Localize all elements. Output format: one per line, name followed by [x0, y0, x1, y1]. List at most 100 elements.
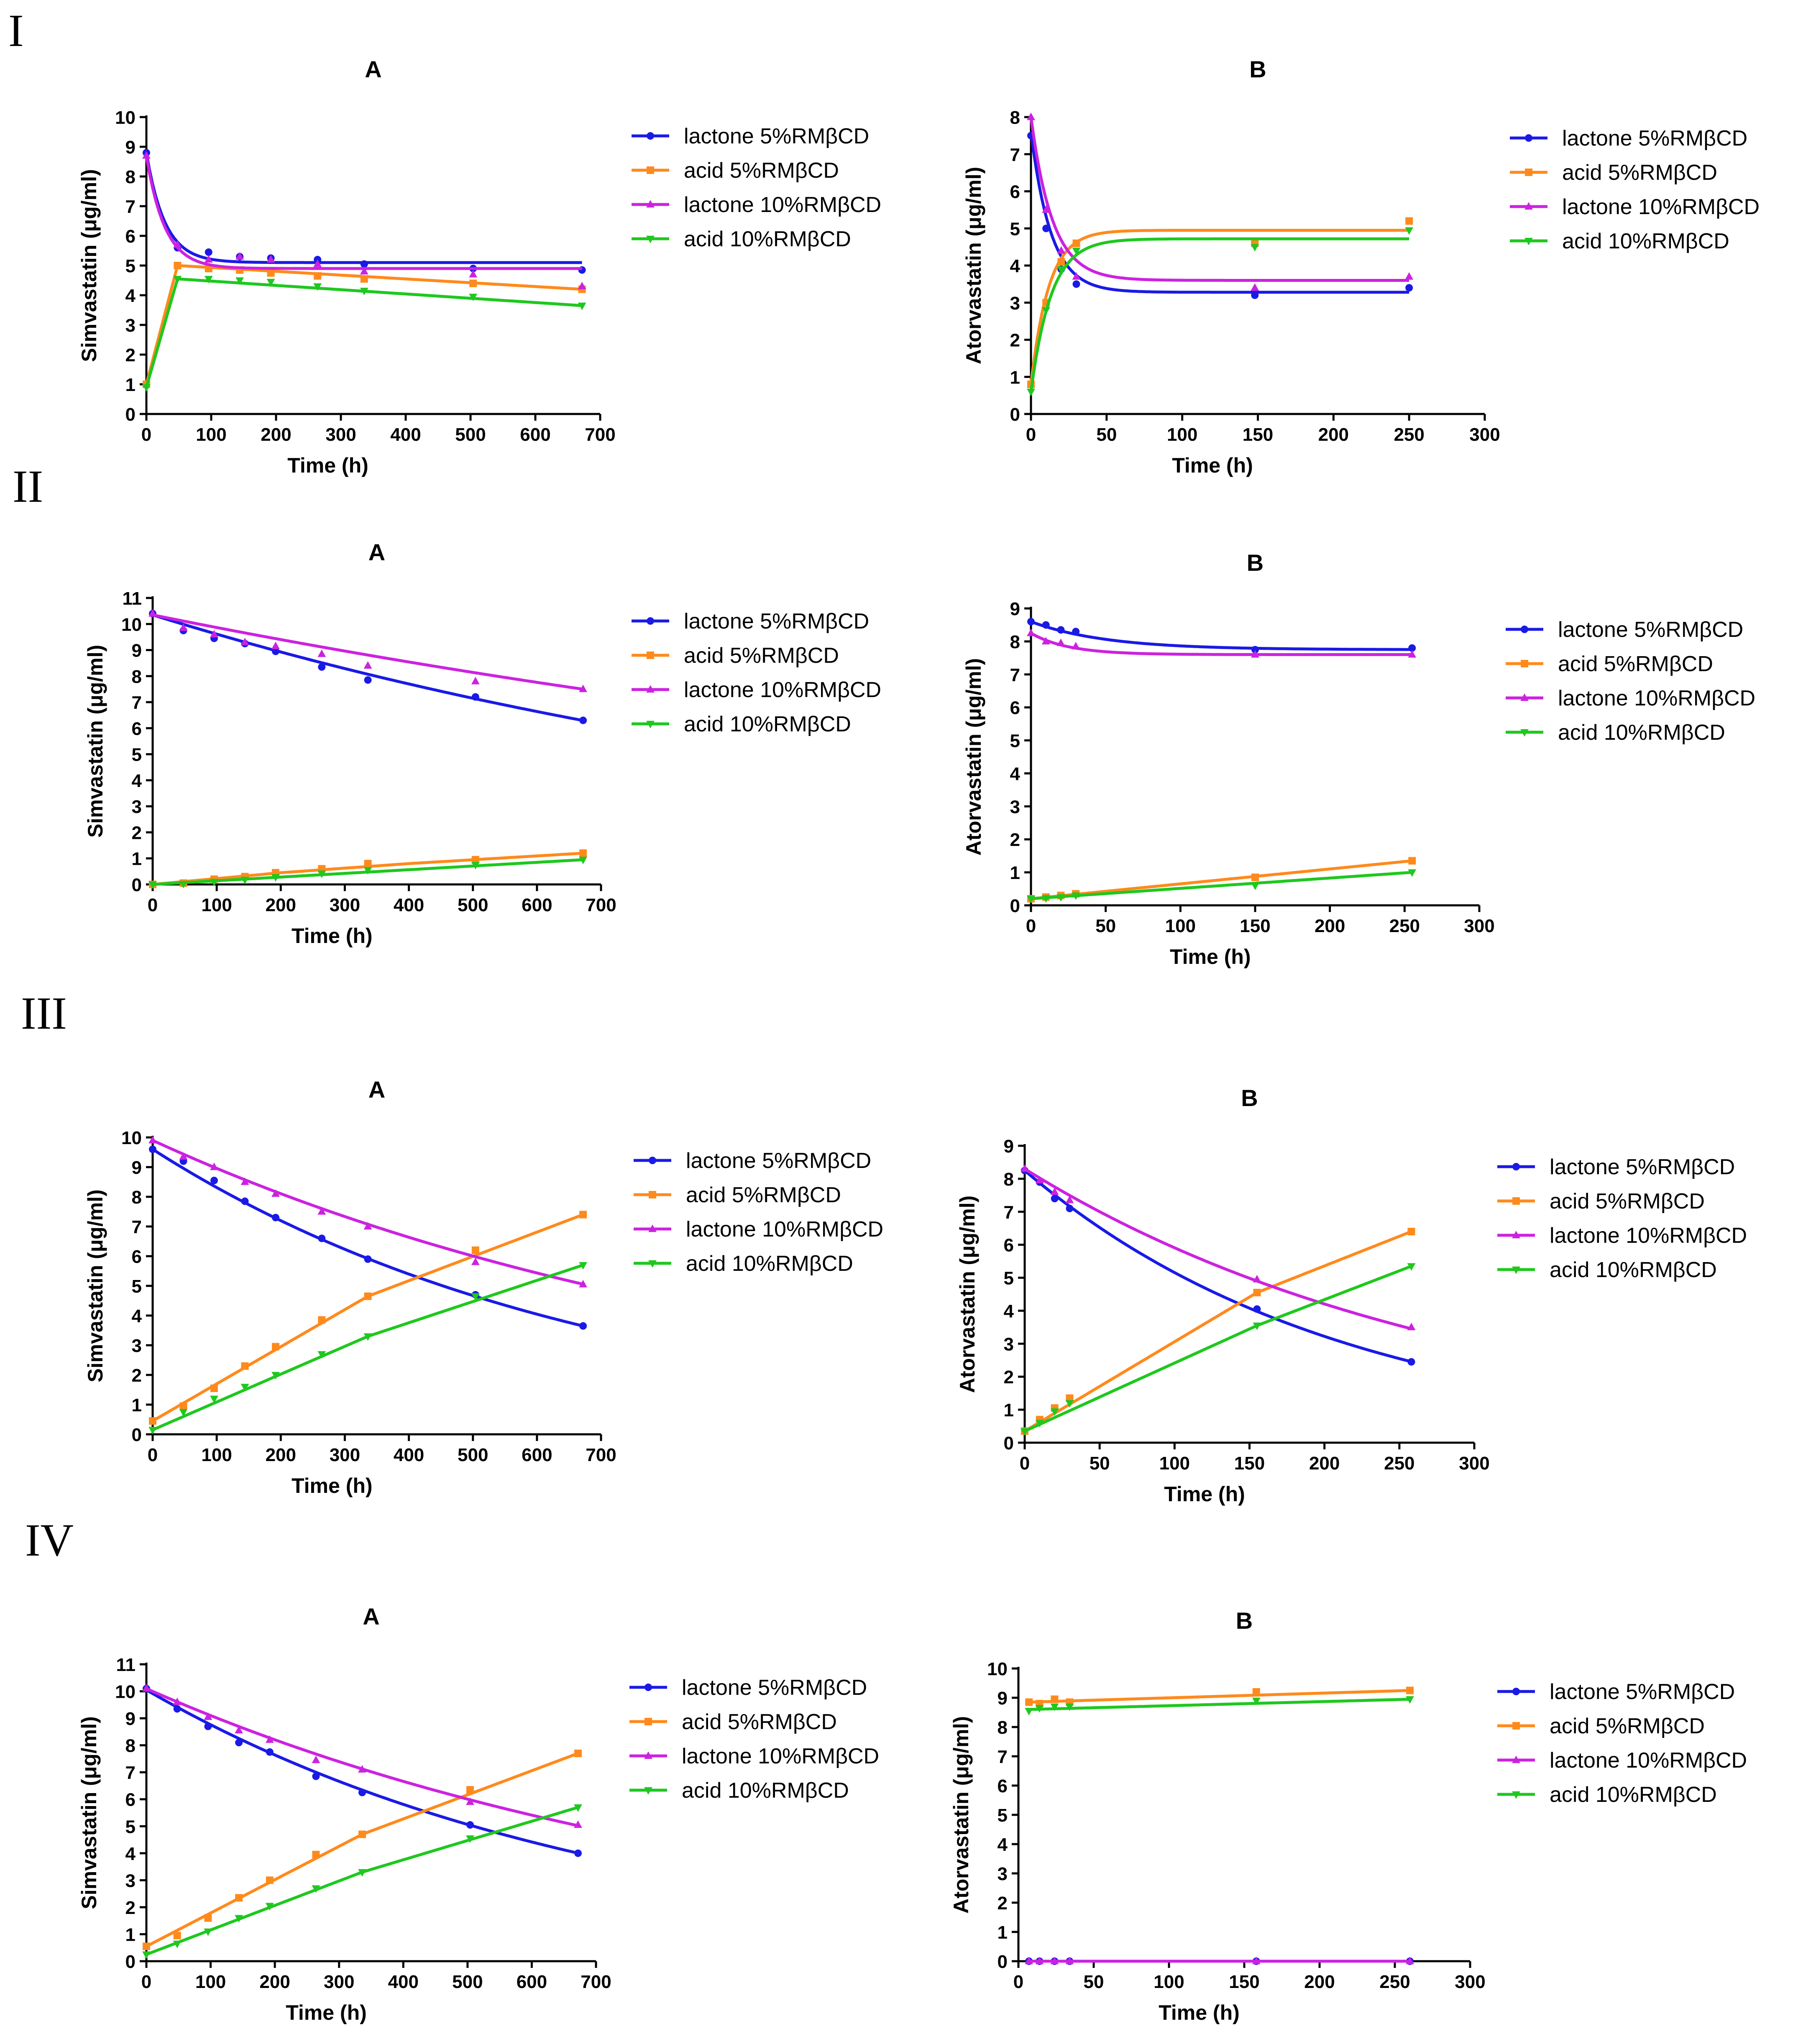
y-tick-label: 1 [1010, 367, 1020, 388]
legend-marker [1512, 1231, 1520, 1239]
row-label-IV: IV [25, 1515, 74, 1566]
x-axis-label: Time (h) [1164, 1482, 1245, 1506]
data-point [1072, 272, 1081, 280]
y-tick-label: 4 [125, 286, 136, 306]
legend-marker [1521, 626, 1528, 633]
legend-label: lactone 5%RMβCD [682, 1676, 867, 1700]
series-acid-5-rm-cd [1027, 217, 1413, 388]
series-lactone-10-rm-cd [148, 609, 588, 692]
y-tick-label: 2 [132, 1365, 142, 1386]
data-point [204, 255, 213, 263]
legend-marker [1512, 1722, 1520, 1730]
data-point [364, 676, 372, 684]
x-tick-label: 250 [1389, 916, 1420, 936]
data-point [240, 1384, 249, 1392]
legend-label: acid 10%RMβCD [684, 227, 851, 251]
x-axis-label: Time (h) [292, 924, 373, 948]
y-tick-label: 7 [125, 1763, 136, 1783]
legend-marker [649, 1157, 656, 1164]
y-axis-label: Simvastatin (μg/ml) [84, 645, 107, 838]
data-point [1066, 1394, 1074, 1402]
row-label-II: II [13, 461, 43, 512]
x-tick-label: 200 [261, 424, 291, 445]
series-acid-10-rm-cd [148, 856, 588, 889]
data-point [317, 1207, 326, 1215]
data-point [235, 277, 244, 285]
data-point [1408, 857, 1416, 865]
data-point [469, 270, 478, 278]
fit-line [1031, 871, 1412, 900]
data-point [317, 649, 326, 657]
data-point [578, 302, 586, 310]
fit-line [1024, 1230, 1412, 1433]
x-tick-label: 100 [1165, 916, 1196, 936]
y-tick-label: 4 [132, 771, 142, 791]
y-tick-label: 2 [1010, 330, 1020, 351]
data-point [1252, 1697, 1261, 1705]
x-tick-label: 400 [388, 1972, 419, 1992]
data-point [1056, 894, 1065, 902]
y-tick-label: 6 [1004, 1235, 1014, 1256]
x-tick-label: 250 [1394, 424, 1424, 445]
series-lactone-10-rm-cd [1025, 1957, 1414, 1965]
legend-label: lactone 5%RMβCD [1550, 1155, 1735, 1179]
data-point [179, 1402, 187, 1410]
y-tick-label: 10 [987, 1659, 1008, 1679]
x-axis-label: Time (h) [287, 454, 368, 477]
data-point [312, 1772, 320, 1780]
data-point [271, 874, 280, 882]
y-tick-label: 2 [125, 345, 136, 365]
data-point [579, 716, 587, 724]
series-lactone-10-rm-cd [148, 1136, 588, 1288]
data-point [1027, 629, 1035, 636]
data-point [363, 867, 372, 875]
x-tick-label: 200 [1318, 424, 1349, 445]
y-tick-label: 9 [1010, 599, 1020, 619]
x-tick-label: 100 [1167, 424, 1197, 445]
y-tick-label: 10 [121, 614, 142, 635]
x-tick-label: 200 [259, 1972, 290, 1992]
x-axis-label: Time (h) [1170, 945, 1251, 968]
y-tick-label: 9 [998, 1688, 1008, 1709]
x-tick-label: 150 [1240, 916, 1270, 936]
data-point [204, 1928, 212, 1936]
data-point [1021, 1428, 1029, 1436]
data-point [205, 265, 212, 273]
data-point [265, 1735, 274, 1743]
y-tick-label: 5 [132, 1276, 142, 1297]
y-tick-label: 0 [1004, 1433, 1014, 1454]
data-point [266, 1748, 274, 1756]
chart-II-A: A 0 100 200 300 400 500 600 700 0 1 2 3 4 5 6 7 8 9 10 11 Tim… [84, 539, 881, 948]
y-tick-label: 5 [1010, 731, 1020, 751]
y-tick-label: 11 [116, 1655, 136, 1675]
data-point [210, 1384, 218, 1392]
legend-label: acid 10%RMβCD [682, 1778, 849, 1803]
x-tick-label: 0 [141, 1972, 151, 1992]
y-tick-label: 0 [998, 1952, 1008, 1972]
series-lactone-10-rm-cd [142, 1684, 582, 1828]
x-tick-label: 300 [330, 1445, 360, 1465]
data-point [1251, 882, 1259, 890]
data-point [1407, 1323, 1416, 1331]
data-point [1408, 869, 1417, 877]
data-point [1252, 1688, 1260, 1696]
chart-title: A [365, 56, 381, 82]
data-point [148, 1136, 157, 1144]
y-tick-label: 0 [1010, 896, 1020, 916]
legend-marker [646, 200, 655, 208]
x-tick-label: 100 [195, 1972, 226, 1992]
data-point [1025, 1698, 1033, 1706]
data-point [1050, 1957, 1059, 1965]
x-axis-label: Time (h) [1172, 454, 1253, 477]
fit-line [1031, 859, 1412, 900]
data-point [148, 1427, 157, 1435]
data-point [471, 1257, 480, 1265]
data-point [240, 1177, 249, 1185]
data-point [240, 876, 249, 884]
data-point [469, 279, 477, 287]
data-point [1025, 1957, 1033, 1965]
y-tick-label: 2 [998, 1893, 1008, 1914]
fit-line [1030, 620, 1412, 651]
legend-marker [1512, 1791, 1520, 1799]
data-point [148, 881, 157, 889]
